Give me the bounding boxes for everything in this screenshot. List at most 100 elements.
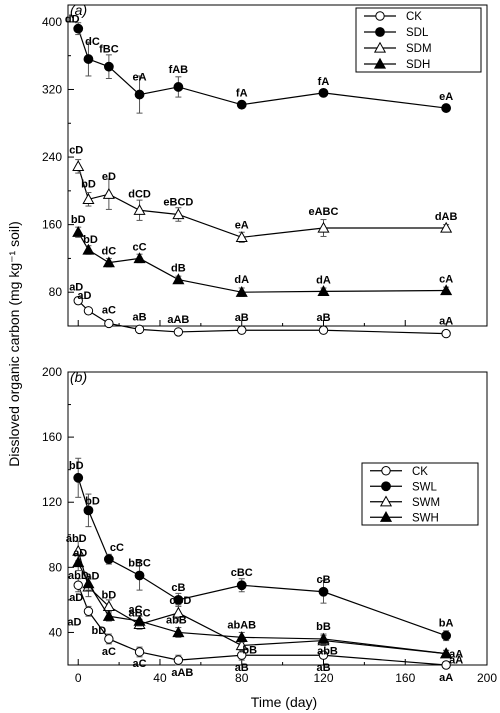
- data-point: [172, 208, 185, 220]
- data-label: aB: [235, 662, 249, 674]
- data-label: aC: [129, 604, 143, 616]
- data-point: [83, 54, 94, 64]
- data-point: [317, 285, 330, 297]
- legend-label: SWL: [412, 481, 438, 493]
- data-label: dA: [316, 274, 331, 286]
- data-label: eA: [235, 219, 249, 231]
- data-label: abB: [317, 646, 338, 658]
- data-label: aA: [439, 316, 453, 328]
- data-point: [103, 554, 114, 565]
- y-tick-label: 160: [42, 430, 62, 444]
- data-point: [172, 626, 185, 638]
- data-point: [133, 614, 146, 626]
- data-label: bD: [71, 214, 86, 226]
- series-swh: aD aD bD aC abB abAB bB aA: [72, 547, 463, 667]
- y-tick-label: 320: [42, 82, 62, 96]
- series-line: [77, 166, 447, 238]
- data-point: [134, 647, 145, 657]
- data-point: [83, 505, 94, 516]
- data-point: [82, 193, 95, 204]
- data-label: cC: [110, 542, 124, 554]
- data-label: bB: [316, 621, 331, 633]
- data-label: cD: [69, 144, 83, 156]
- data-label: aC: [102, 304, 116, 316]
- data-label: dAB: [435, 211, 458, 223]
- data-point: [237, 325, 247, 335]
- data-label: aAB: [167, 314, 189, 326]
- legend-label: SWH: [412, 512, 439, 524]
- legend-marker: [375, 11, 385, 21]
- legend-marker: [379, 495, 393, 507]
- data-point: [102, 256, 115, 268]
- data-point: [102, 187, 115, 199]
- data-label: bD: [81, 178, 96, 190]
- y-tick-label: 240: [42, 150, 62, 164]
- data-label: dB: [171, 263, 186, 275]
- data-label: aA: [449, 655, 463, 667]
- data-point: [235, 639, 248, 651]
- data-point: [104, 318, 114, 329]
- data-point: [72, 160, 85, 172]
- data-point: [103, 61, 114, 72]
- series-swl: bD bD cC bBC cB cBC cB bA: [69, 457, 454, 642]
- legend-label: CK: [406, 11, 422, 23]
- data-point: [134, 570, 145, 581]
- series-line: [77, 562, 447, 655]
- data-label: aD: [73, 547, 87, 559]
- data-label: aC: [102, 646, 116, 658]
- data-point: [73, 23, 84, 34]
- y-tick-label: 120: [42, 495, 62, 509]
- data-label: aAB: [171, 667, 193, 679]
- x-tick-label: 120: [313, 671, 333, 685]
- legend-label: SDL: [406, 27, 429, 39]
- x-tick-label: 200: [477, 671, 497, 685]
- y-axis-label: Dissloved organic carbon (mg kg⁻¹ soil): [6, 221, 22, 466]
- legend-marker: [373, 57, 387, 69]
- data-label: dD: [65, 14, 80, 26]
- data-label: bD: [69, 460, 84, 472]
- data-point: [73, 580, 83, 590]
- data-label: cA: [439, 274, 453, 286]
- series-line: [77, 477, 447, 637]
- series-sdm: cD bD eD dCD eBCD eA eABC dAB: [69, 144, 458, 243]
- data-label: dA: [234, 274, 249, 286]
- legend-label: SDH: [406, 59, 430, 71]
- data-label: abD: [66, 533, 87, 545]
- data-label: cBC: [231, 567, 253, 579]
- data-label: aD: [85, 571, 99, 583]
- data-label: dCD: [128, 188, 151, 200]
- data-label: aB: [316, 312, 330, 324]
- data-point: [318, 650, 329, 660]
- data-label: bA: [439, 618, 454, 630]
- plot-frame: [67, 4, 488, 327]
- y-tick-label: 40: [49, 625, 63, 639]
- data-point: [172, 606, 185, 618]
- data-point: [102, 609, 115, 621]
- data-label: aB: [133, 311, 147, 323]
- legend-marker: [373, 41, 387, 53]
- x-tick-label: 80: [235, 671, 249, 685]
- series-sdh: bD bD dC cC dB dA dA cA: [71, 214, 453, 297]
- data-point: [236, 580, 247, 591]
- data-point: [235, 285, 248, 297]
- data-label: aB: [235, 312, 249, 324]
- data-point: [73, 472, 84, 483]
- data-label: aC: [133, 658, 147, 670]
- data-point: [236, 99, 247, 110]
- legend-marker: [375, 27, 385, 37]
- y-tick-label: 200: [42, 365, 62, 379]
- data-point: [235, 231, 248, 242]
- data-label: eA: [439, 91, 453, 103]
- y-tick-label: 80: [49, 285, 63, 299]
- x-axis-label: Time (day): [251, 694, 317, 710]
- data-label: cB: [171, 582, 185, 594]
- data-label: bB: [242, 644, 257, 656]
- data-label: bD: [85, 495, 100, 507]
- data-label: bBC: [128, 557, 151, 569]
- data-point: [72, 226, 85, 237]
- legend-marker: [381, 481, 391, 492]
- data-label: abAB: [227, 619, 256, 631]
- data-label: bD: [92, 625, 107, 637]
- data-point: [83, 306, 94, 316]
